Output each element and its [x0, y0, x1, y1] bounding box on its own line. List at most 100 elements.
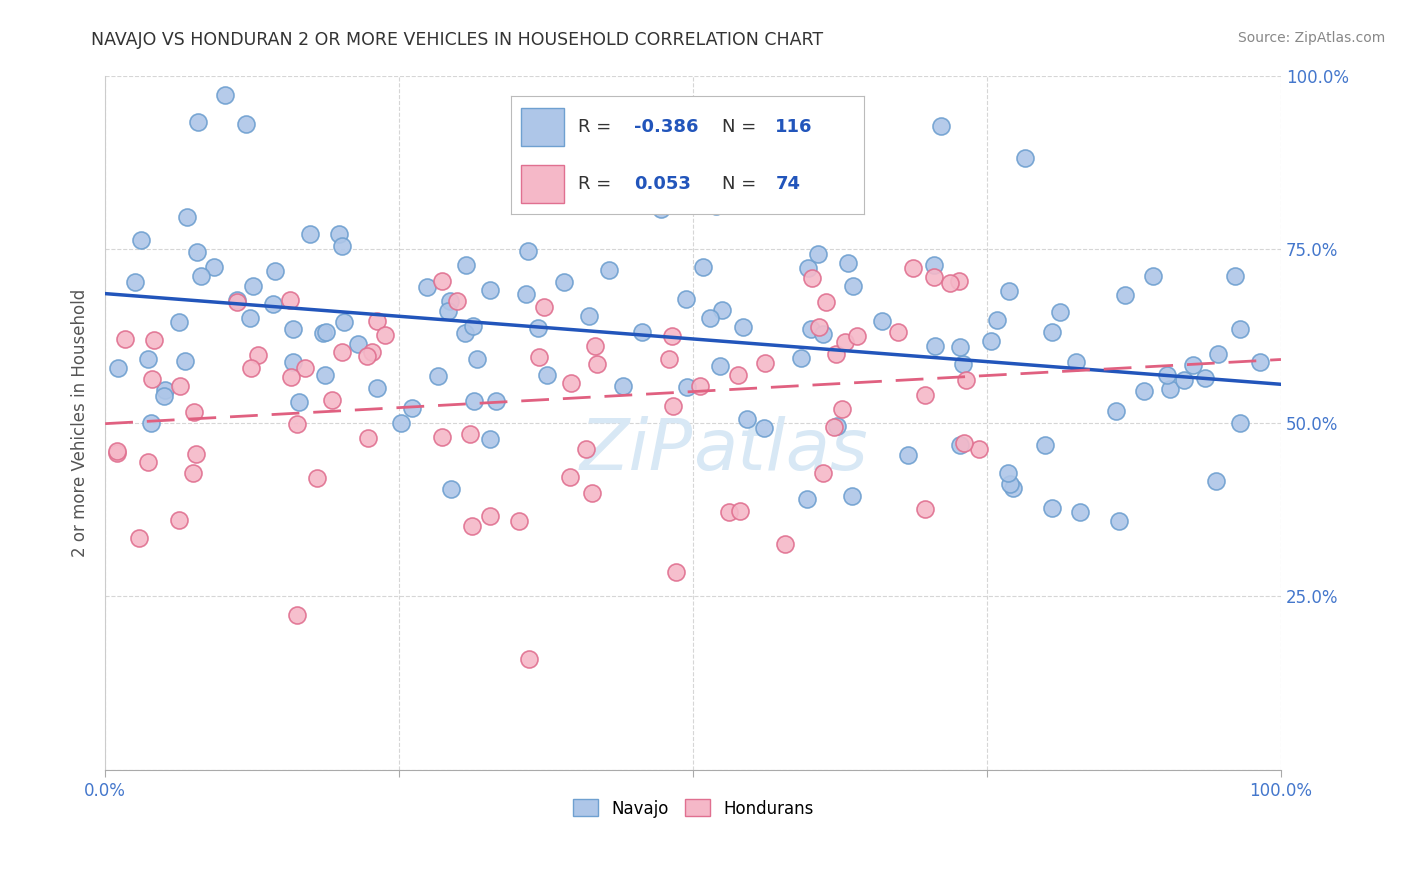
- Point: [242, 279, 264, 293]
- Point: [357, 431, 380, 445]
- Point: [202, 260, 225, 275]
- Point: [298, 227, 321, 241]
- Point: [427, 369, 450, 384]
- Point: [813, 466, 835, 480]
- Point: [264, 264, 287, 278]
- Point: [1040, 325, 1063, 339]
- Point: [187, 114, 209, 128]
- Point: [315, 325, 337, 339]
- Point: [929, 119, 952, 133]
- Point: [1159, 382, 1181, 396]
- Point: [186, 244, 208, 259]
- Point: [1205, 475, 1227, 489]
- Point: [831, 401, 853, 416]
- Point: [1002, 481, 1025, 495]
- Point: [595, 155, 617, 169]
- Point: [181, 466, 204, 480]
- Point: [789, 351, 811, 365]
- Point: [281, 355, 304, 369]
- Point: [967, 442, 990, 456]
- Point: [730, 504, 752, 518]
- Point: [948, 274, 970, 288]
- Point: [796, 492, 818, 507]
- Point: [650, 202, 672, 216]
- Point: [1229, 417, 1251, 431]
- Point: [953, 436, 976, 450]
- Point: [458, 427, 481, 442]
- Point: [1133, 384, 1156, 398]
- Point: [727, 368, 749, 382]
- Point: [105, 443, 128, 458]
- Legend: Navajo, Hondurans: Navajo, Hondurans: [565, 793, 820, 824]
- Point: [332, 239, 354, 253]
- Point: [661, 329, 683, 343]
- Point: [314, 368, 336, 382]
- Point: [246, 348, 269, 362]
- Point: [896, 448, 918, 462]
- Point: [717, 505, 740, 519]
- Point: [887, 325, 910, 339]
- Point: [845, 329, 868, 343]
- Point: [955, 373, 977, 387]
- Point: [800, 322, 823, 336]
- Point: [825, 347, 848, 361]
- Point: [1156, 368, 1178, 383]
- Point: [612, 379, 634, 393]
- Point: [479, 508, 502, 523]
- Text: Source: ZipAtlas.com: Source: ZipAtlas.com: [1237, 31, 1385, 45]
- Point: [560, 376, 582, 391]
- Point: [914, 388, 936, 402]
- Point: [801, 271, 824, 285]
- Point: [1040, 500, 1063, 515]
- Point: [1249, 355, 1271, 369]
- Point: [136, 352, 159, 367]
- Point: [553, 275, 575, 289]
- Text: ZiP: ZiP: [579, 416, 693, 485]
- Point: [560, 470, 582, 484]
- Point: [675, 292, 697, 306]
- Point: [374, 327, 396, 342]
- Point: [114, 332, 136, 346]
- Point: [305, 471, 328, 485]
- Point: [167, 512, 190, 526]
- Point: [841, 489, 863, 503]
- Point: [1114, 288, 1136, 302]
- Point: [152, 389, 174, 403]
- Point: [454, 259, 477, 273]
- Point: [460, 519, 482, 533]
- Point: [167, 315, 190, 329]
- Point: [813, 326, 835, 341]
- Point: [842, 279, 865, 293]
- Point: [515, 286, 537, 301]
- Point: [1105, 404, 1128, 418]
- Point: [533, 300, 555, 314]
- Point: [662, 399, 685, 413]
- Point: [924, 339, 946, 353]
- Point: [1173, 373, 1195, 387]
- Point: [328, 227, 350, 242]
- Point: [998, 284, 1021, 298]
- Point: [706, 199, 728, 213]
- Point: [235, 117, 257, 131]
- Point: [1206, 347, 1229, 361]
- Point: [280, 370, 302, 384]
- Point: [1064, 355, 1087, 369]
- Point: [754, 420, 776, 434]
- Point: [169, 379, 191, 393]
- Point: [508, 514, 530, 528]
- Point: [332, 315, 354, 329]
- Point: [1069, 505, 1091, 519]
- Point: [226, 295, 249, 310]
- Point: [834, 334, 856, 349]
- Point: [1223, 268, 1246, 283]
- Point: [807, 319, 830, 334]
- Point: [710, 302, 733, 317]
- Point: [775, 537, 797, 551]
- Point: [478, 432, 501, 446]
- Point: [287, 395, 309, 409]
- Point: [439, 293, 461, 308]
- Point: [454, 326, 477, 340]
- Point: [465, 352, 488, 367]
- Point: [437, 304, 460, 318]
- Point: [416, 280, 439, 294]
